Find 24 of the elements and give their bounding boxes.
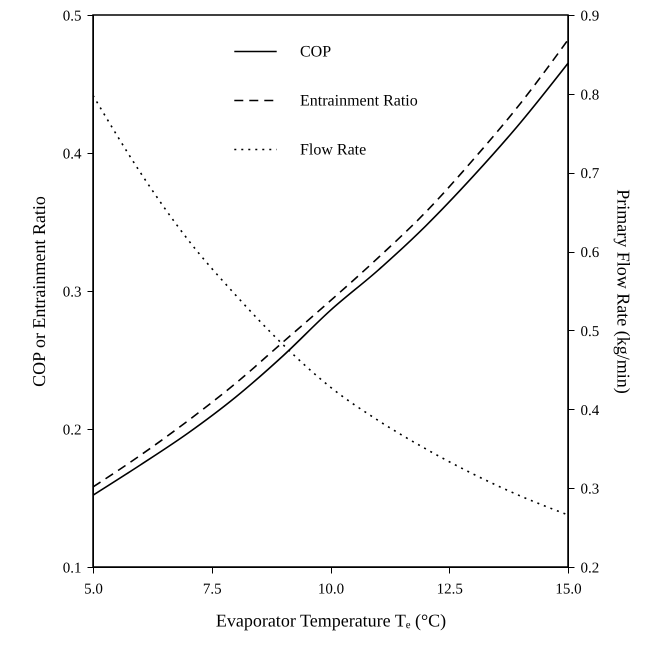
y-tick-label: 0.1 — [62, 560, 82, 576]
legend-label: Flow Rate — [300, 142, 366, 158]
y-tick-label: 0.4 — [62, 146, 82, 162]
y-tick-label: 0.5 — [62, 8, 82, 24]
y2-tick-label: 0.8 — [580, 87, 600, 104]
x-tick-label: 7.5 — [202, 582, 222, 598]
legend-label: COP — [300, 44, 332, 60]
y2-tick-label: 0.5 — [580, 324, 600, 340]
legend-label: Entrainment Ratio — [300, 92, 418, 110]
y2-tick-label: 0.2 — [580, 560, 600, 576]
y2-tick-label: 0.9 — [580, 8, 600, 24]
y-tick-label: 0.2 — [62, 422, 82, 438]
x-tick-label: 10.0 — [318, 582, 344, 598]
y2-tick-label: 0.4 — [580, 402, 600, 419]
x-tick-label: 12.5 — [436, 582, 463, 598]
x-tick-label: 15.0 — [555, 582, 582, 598]
y-tick-label: 0.3 — [62, 284, 82, 300]
y-axis-title: COP or Entrainment Ratio — [28, 196, 49, 387]
x-axis-title: Evaporator Temperature Tₑ (°C) — [216, 610, 446, 630]
y2-axis-title: Primary Flow Rate (kg/min) — [613, 189, 634, 394]
y2-tick-label: 0.3 — [580, 482, 600, 498]
y2-tick-label: 0.6 — [580, 245, 600, 262]
x-tick-label: 5.0 — [84, 582, 103, 598]
y2-tick-label: 0.7 — [580, 166, 600, 182]
